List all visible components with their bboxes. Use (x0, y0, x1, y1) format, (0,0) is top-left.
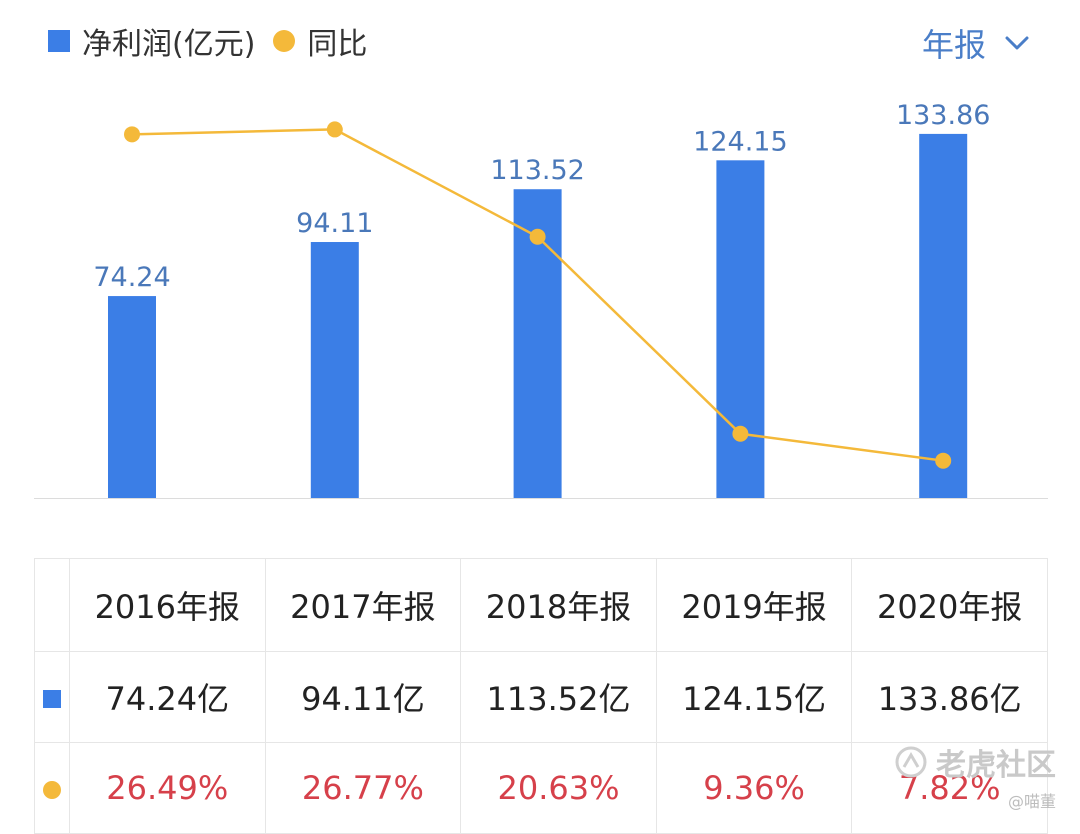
tiger-logo-icon (895, 746, 927, 778)
table-header-cell: 2018年报 (460, 558, 657, 652)
net-profit-cell: 133.86亿 (851, 651, 1048, 743)
bar-value-label: 133.86 (896, 100, 990, 131)
bar-2019年报 (716, 160, 765, 498)
yoy-point (935, 452, 952, 469)
yoy-point (124, 126, 140, 143)
bar-value-label: 124.15 (693, 126, 787, 157)
table-header-cell: 2016年报 (69, 558, 266, 652)
yoy-cell: 26.49% (69, 742, 266, 834)
table-row-yoy: 26.49% 26.77% 20.63% 9.36% 7.82% (34, 742, 1048, 834)
bar-2016年报 (108, 296, 156, 498)
net-profit-cell: 124.15亿 (655, 651, 853, 743)
table-header-cell: 2019年报 (655, 558, 853, 652)
watermark-user: @喵董 (1007, 792, 1056, 811)
legend-line-swatch (273, 30, 296, 52)
yoy-cell: 7.82% (851, 742, 1048, 834)
yoy-point (732, 425, 749, 442)
period-selector[interactable]: 年报 (922, 20, 1030, 66)
table-row-marker (34, 742, 70, 834)
table-row-net-profit: 74.24亿 94.11亿 113.52亿 124.15亿 133.86亿 (34, 651, 1048, 743)
table-row-marker (34, 651, 70, 743)
bar-2020年报 (919, 133, 968, 498)
yoy-marker (43, 781, 61, 799)
legend-net-profit-label: 净利润(亿元) (82, 27, 256, 62)
yoy-point (529, 228, 546, 245)
table-corner-cell (34, 558, 70, 652)
legend-yoy[interactable]: 同比 (273, 19, 367, 63)
net-profit-cell: 74.24亿 (69, 651, 266, 743)
table-header-cell: 2020年报 (851, 558, 1048, 652)
net-profit-cell: 94.11亿 (264, 651, 462, 743)
yoy-cell: 20.63% (460, 742, 657, 834)
period-selector-label: 年报 (921, 26, 986, 64)
bar-2017年报 (310, 242, 359, 498)
net-profit-marker (43, 690, 61, 708)
bar-value-label: 113.52 (490, 155, 584, 186)
legend-yoy-label: 同比 (307, 27, 368, 62)
yoy-cell: 26.77% (264, 742, 462, 834)
watermark-brand-text: 老虎社区 (936, 748, 1056, 783)
legend-bar-swatch (48, 30, 70, 52)
chevron-down-icon (1005, 36, 1029, 50)
yoy-point (326, 121, 343, 138)
summary-table: 2016年报 2017年报 2018年报 2019年报 2020年报 74.24… (34, 558, 1048, 834)
bar-value-label: 74.24 (93, 262, 170, 293)
legend-net-profit[interactable]: 净利润(亿元) (48, 19, 255, 63)
table-header-cell: 2017年报 (264, 558, 462, 652)
chart-legend: 净利润(亿元) 同比 (48, 18, 385, 64)
table-header-row: 2016年报 2017年报 2018年报 2019年报 2020年报 (34, 558, 1048, 652)
bar-value-label: 94.11 (296, 208, 373, 239)
net-profit-chart: 74.24 94.11 113.52 124.15 133.86 (34, 100, 1048, 499)
yoy-cell: 9.36% (655, 742, 853, 834)
watermark: 老虎社区 @喵董 (894, 740, 1056, 812)
watermark-brand: 老虎社区 (894, 740, 1056, 784)
net-profit-cell: 113.52亿 (460, 651, 657, 743)
